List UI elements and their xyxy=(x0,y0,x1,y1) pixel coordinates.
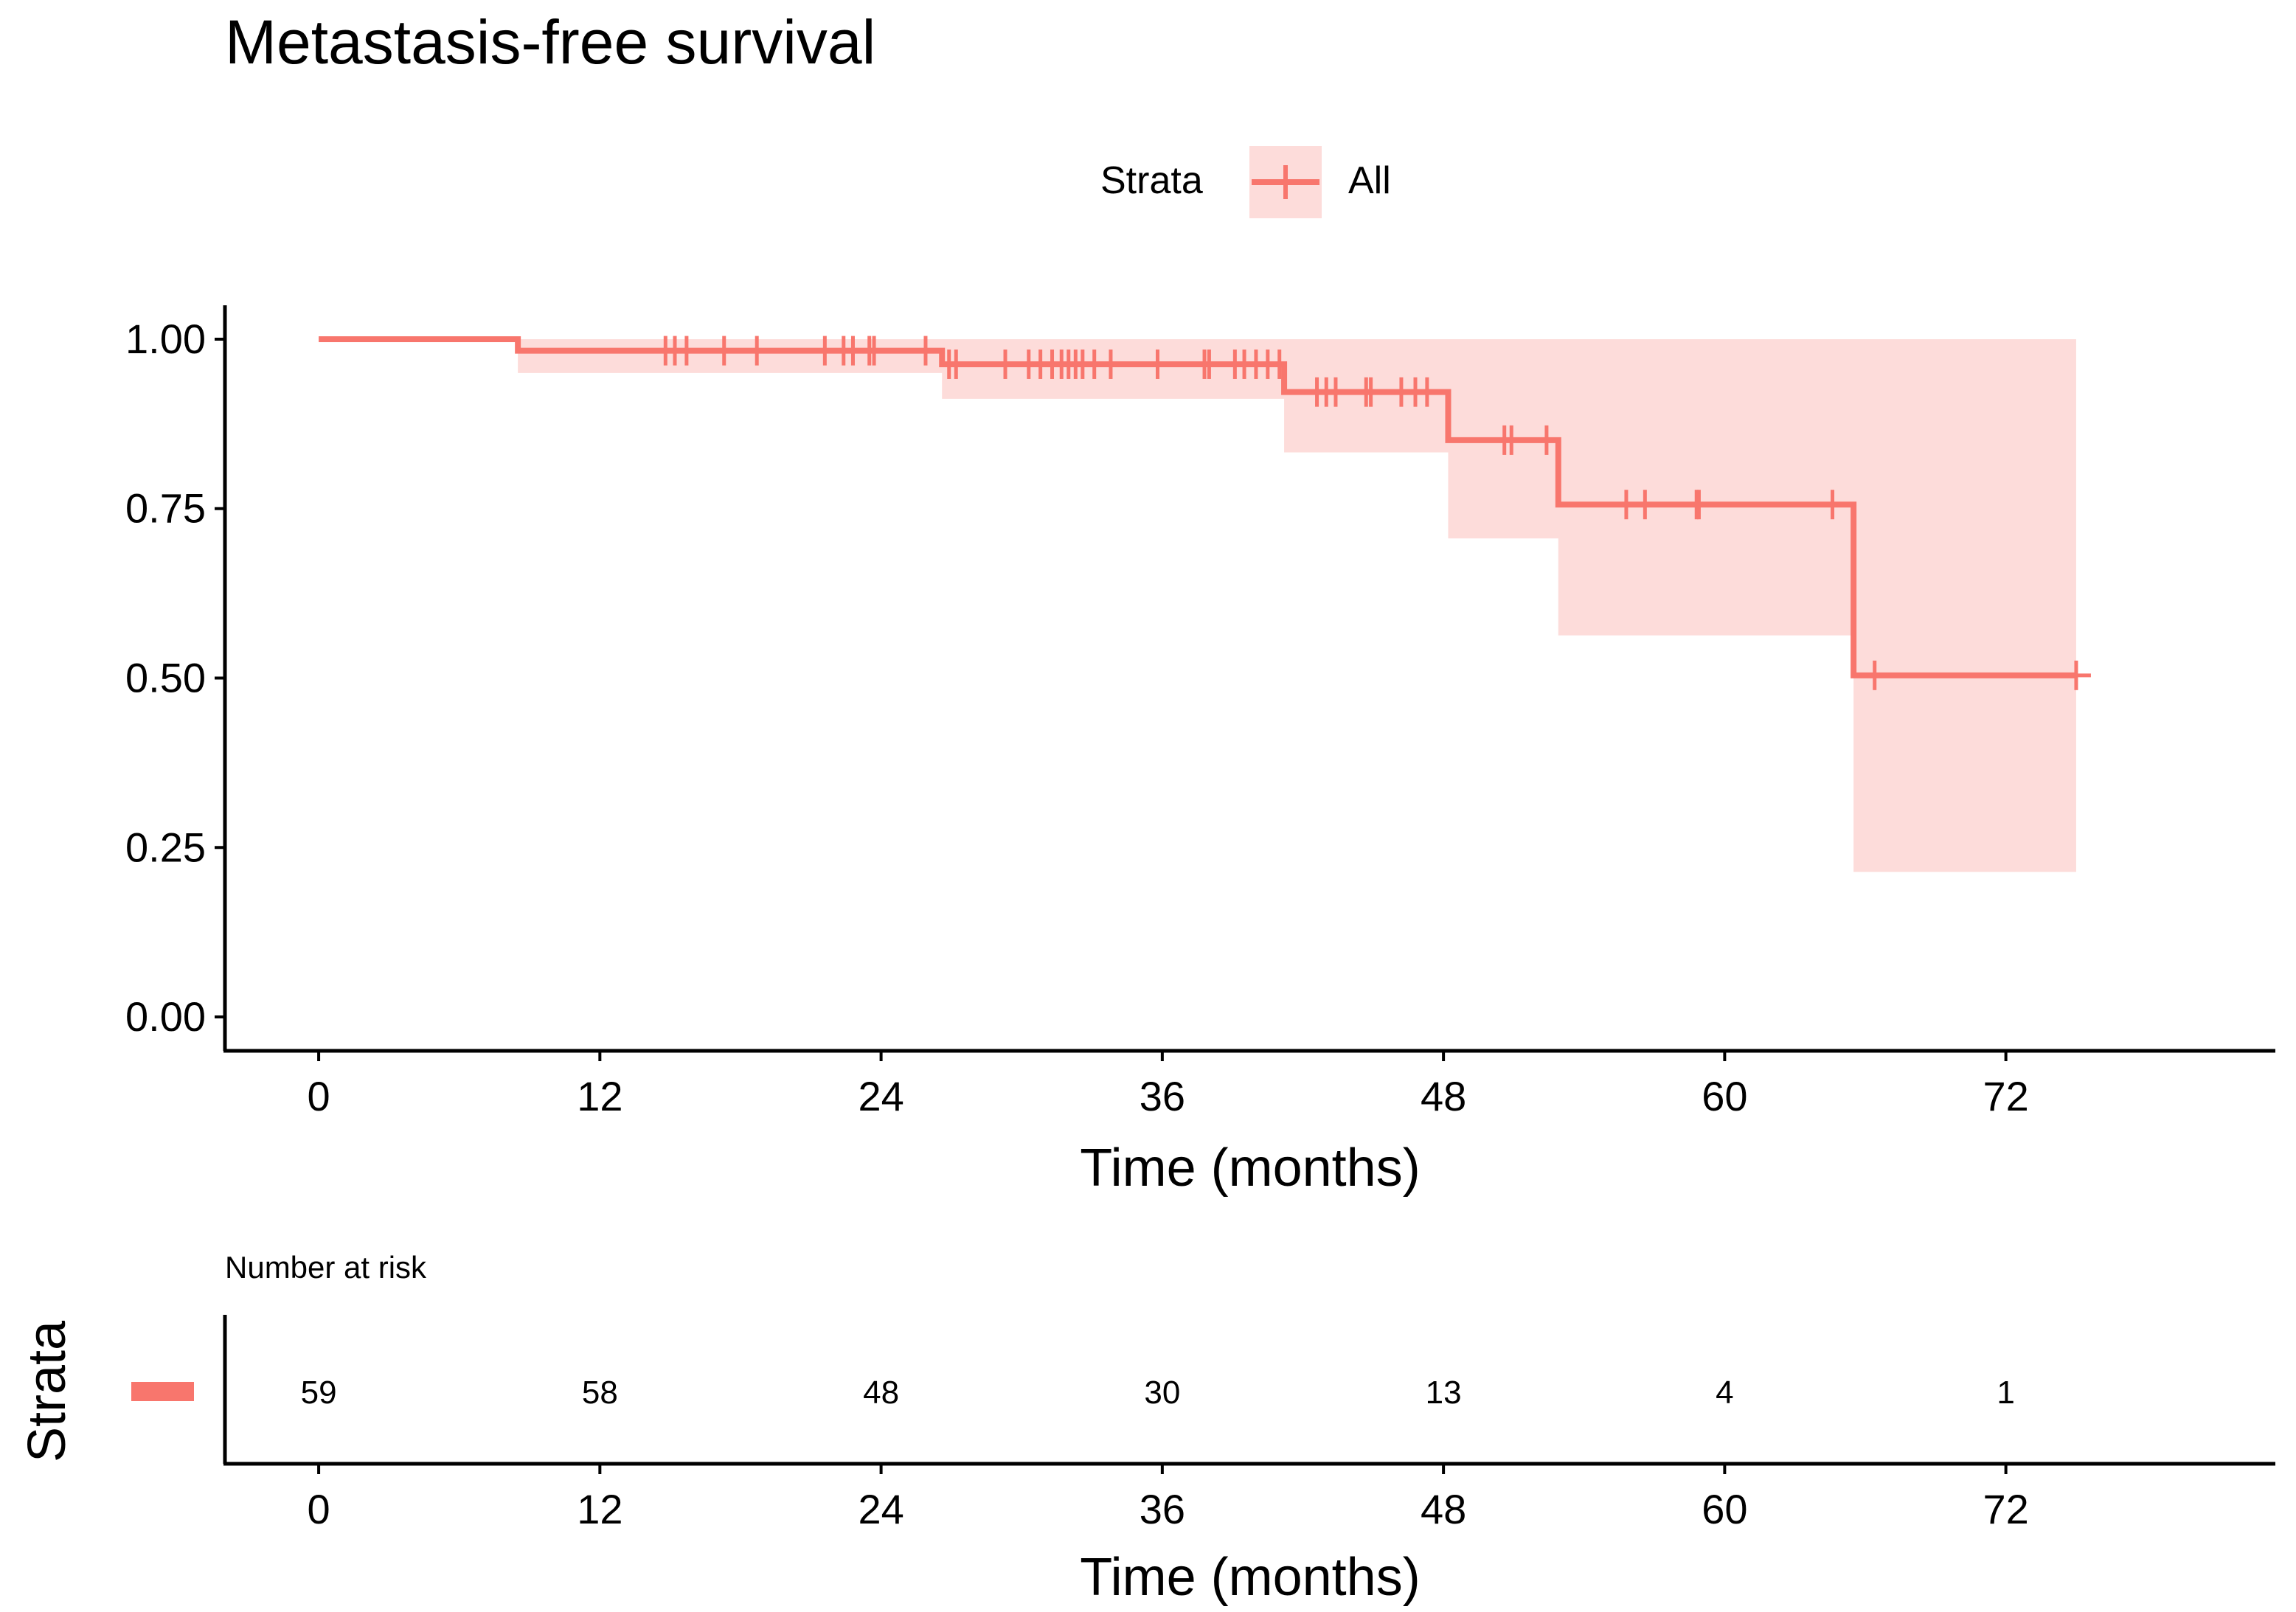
risk-count: 58 xyxy=(582,1375,618,1411)
x-tick-label: 48 xyxy=(1421,1073,1466,1119)
risk-table-x-axis-ticks: 0 12 24 36 48 60 72 xyxy=(308,1464,2029,1532)
risk-x-tick-label: 60 xyxy=(1702,1486,1747,1532)
confidence-band xyxy=(319,338,2076,872)
y-tick-label: 0.25 xyxy=(125,824,206,870)
risk-count: 13 xyxy=(1426,1375,1462,1411)
x-tick-label: 60 xyxy=(1702,1073,1747,1119)
risk-table-y-label: Strata xyxy=(18,1320,77,1462)
y-tick-label: 0.75 xyxy=(125,485,206,532)
x-tick-label: 36 xyxy=(1140,1073,1185,1119)
risk-x-tick-label: 36 xyxy=(1140,1486,1185,1532)
risk-count: 30 xyxy=(1144,1375,1180,1411)
risk-table: Number at risk Strata 59 58 48 30 13 4 1 0 12 24… xyxy=(18,1250,2275,1607)
risk-count: 48 xyxy=(863,1375,899,1411)
legend-title: Strata xyxy=(1100,159,1203,202)
risk-count: 1 xyxy=(1997,1375,2014,1411)
risk-count: 4 xyxy=(1716,1375,1733,1411)
risk-x-tick-label: 12 xyxy=(577,1486,622,1532)
x-axis-label: Time (months) xyxy=(1080,1139,1420,1198)
x-axis-ticks: 0 12 24 36 48 60 72 xyxy=(308,1051,2029,1119)
chart-title: Metastasis-free survival xyxy=(225,7,875,77)
y-tick-label: 1.00 xyxy=(125,316,206,362)
x-tick-label: 0 xyxy=(308,1073,330,1119)
risk-count: 59 xyxy=(301,1375,337,1411)
y-axis-ticks: 0.00 0.25 0.50 0.75 1.00 xyxy=(125,316,225,1040)
risk-table-counts: 59 58 48 30 13 4 1 xyxy=(301,1375,2015,1411)
legend-entry-all: All xyxy=(1348,159,1391,202)
risk-table-title: Number at risk xyxy=(225,1250,427,1285)
risk-x-tick-label: 24 xyxy=(858,1486,904,1532)
x-tick-label: 72 xyxy=(1983,1073,2028,1119)
risk-x-tick-label: 48 xyxy=(1421,1486,1466,1532)
risk-x-tick-label: 0 xyxy=(308,1486,330,1532)
x-tick-label: 24 xyxy=(858,1073,904,1119)
y-tick-label: 0.00 xyxy=(125,993,206,1040)
risk-table-strata-key xyxy=(131,1382,194,1401)
x-tick-label: 12 xyxy=(577,1073,622,1119)
risk-x-tick-label: 72 xyxy=(1983,1486,2028,1532)
legend: Strata All xyxy=(1100,146,1391,218)
survival-plot xyxy=(319,336,2091,872)
risk-table-x-axis-label: Time (months) xyxy=(1080,1548,1420,1607)
y-tick-label: 0.50 xyxy=(125,655,206,701)
